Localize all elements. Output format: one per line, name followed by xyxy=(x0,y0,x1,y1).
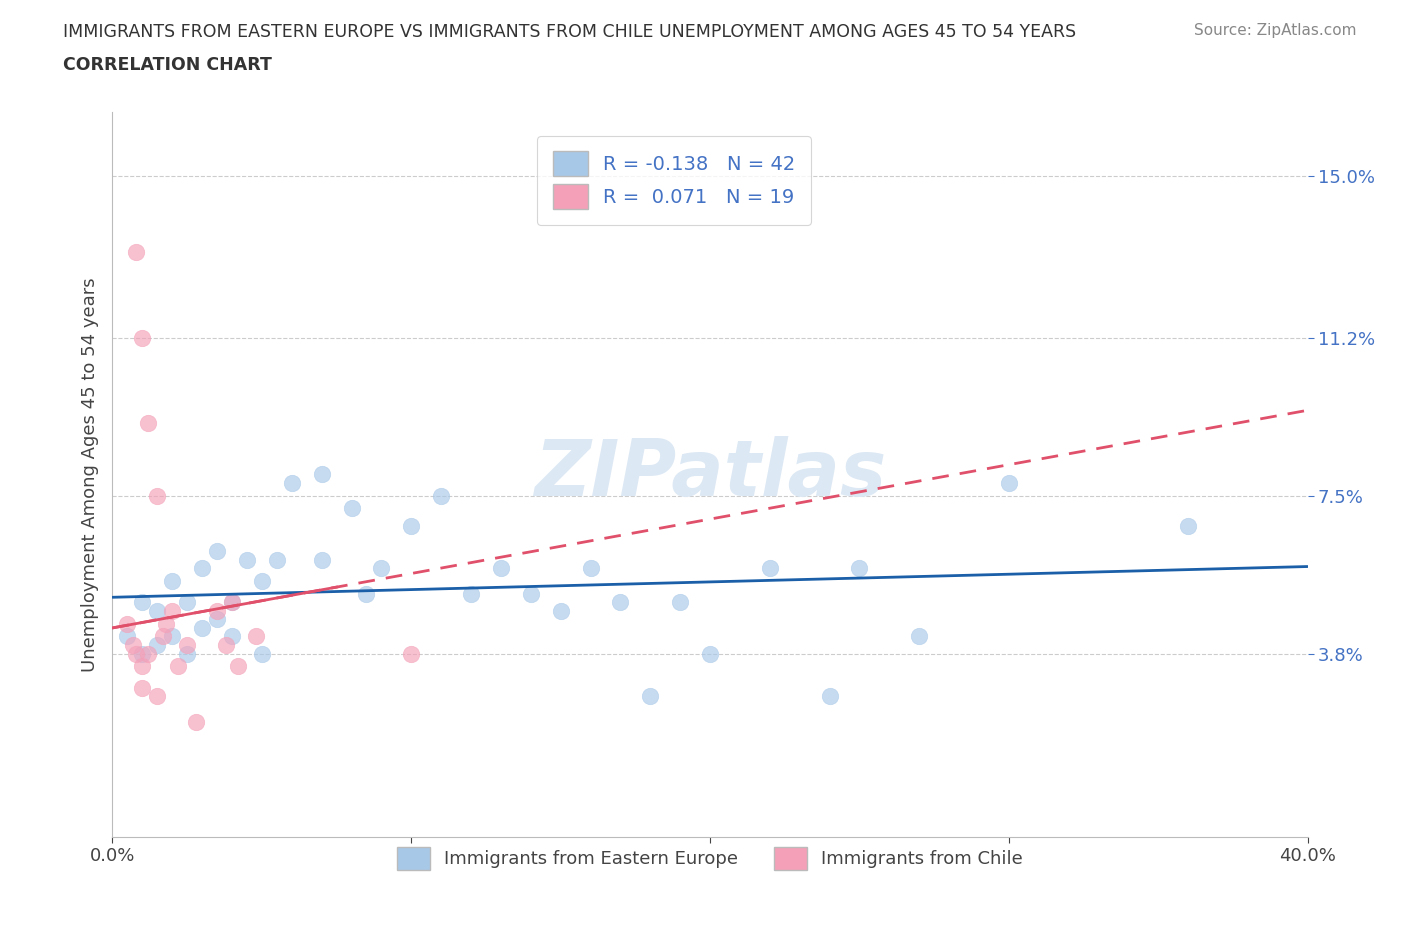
Point xyxy=(131,595,153,610)
Point xyxy=(191,620,214,635)
Point xyxy=(131,646,153,661)
Point xyxy=(311,467,333,482)
Point xyxy=(205,604,228,618)
Point xyxy=(131,680,153,695)
Point xyxy=(1177,518,1199,533)
Point xyxy=(550,604,572,618)
Point xyxy=(460,586,482,601)
Point xyxy=(146,488,169,503)
Point xyxy=(609,595,631,610)
Point xyxy=(579,561,602,576)
Point xyxy=(215,638,238,653)
Point xyxy=(236,552,259,567)
Point xyxy=(640,689,662,704)
Point xyxy=(152,629,174,644)
Point xyxy=(908,629,931,644)
Point xyxy=(250,646,273,661)
Point xyxy=(125,245,148,259)
Point xyxy=(998,475,1021,490)
Point xyxy=(176,638,198,653)
Text: CORRELATION CHART: CORRELATION CHART xyxy=(63,56,273,73)
Point xyxy=(401,518,423,533)
Point xyxy=(340,501,363,516)
Point xyxy=(266,552,288,567)
Point xyxy=(370,561,392,576)
Point xyxy=(221,629,243,644)
Point xyxy=(176,646,198,661)
Point xyxy=(221,595,243,610)
Text: Source: ZipAtlas.com: Source: ZipAtlas.com xyxy=(1194,23,1357,38)
Point xyxy=(489,561,512,576)
Point xyxy=(162,574,183,589)
Text: IMMIGRANTS FROM EASTERN EUROPE VS IMMIGRANTS FROM CHILE UNEMPLOYMENT AMONG AGES : IMMIGRANTS FROM EASTERN EUROPE VS IMMIGR… xyxy=(63,23,1077,41)
Point xyxy=(669,595,692,610)
Point xyxy=(221,595,243,610)
Point xyxy=(122,638,145,653)
Point xyxy=(186,714,208,729)
Point xyxy=(356,586,378,601)
Point xyxy=(818,689,841,704)
Text: ZIPatlas: ZIPatlas xyxy=(534,436,886,512)
Point xyxy=(167,658,190,673)
Point xyxy=(226,658,249,673)
Point xyxy=(250,574,273,589)
Point xyxy=(311,552,333,567)
Point xyxy=(131,330,153,345)
Point xyxy=(520,586,543,601)
Point xyxy=(430,488,453,503)
Point xyxy=(131,658,153,673)
Point xyxy=(146,689,169,704)
Point xyxy=(138,416,160,431)
Point xyxy=(125,646,148,661)
Point xyxy=(146,638,169,653)
Point xyxy=(138,646,160,661)
Point xyxy=(162,629,183,644)
Point xyxy=(245,629,267,644)
Point xyxy=(146,604,169,618)
Point xyxy=(699,646,721,661)
Point xyxy=(117,629,139,644)
Point xyxy=(848,561,870,576)
Legend: Immigrants from Eastern Europe, Immigrants from Chile: Immigrants from Eastern Europe, Immigran… xyxy=(388,838,1032,879)
Point xyxy=(205,612,228,627)
Point xyxy=(117,617,139,631)
Point xyxy=(155,617,177,631)
Point xyxy=(162,604,183,618)
Point xyxy=(759,561,782,576)
Point xyxy=(191,561,214,576)
Point xyxy=(281,475,304,490)
Point xyxy=(401,646,423,661)
Point xyxy=(176,595,198,610)
Point xyxy=(205,544,228,559)
Y-axis label: Unemployment Among Ages 45 to 54 years: Unemployment Among Ages 45 to 54 years xyxy=(80,277,98,671)
